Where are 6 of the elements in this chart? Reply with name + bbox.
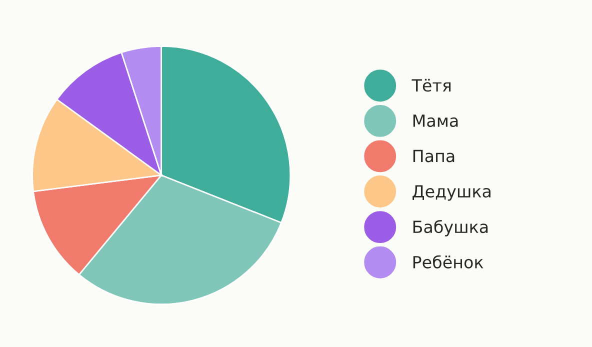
legend-label: Дедушка	[412, 185, 490, 201]
legend-label: Папа	[413, 150, 454, 162]
legend-label: Ребёнок	[413, 255, 484, 268]
legend-label: Бабушка	[413, 220, 488, 236]
legend-label: Тётя	[412, 78, 451, 92]
legend-label: Мама	[413, 114, 458, 127]
